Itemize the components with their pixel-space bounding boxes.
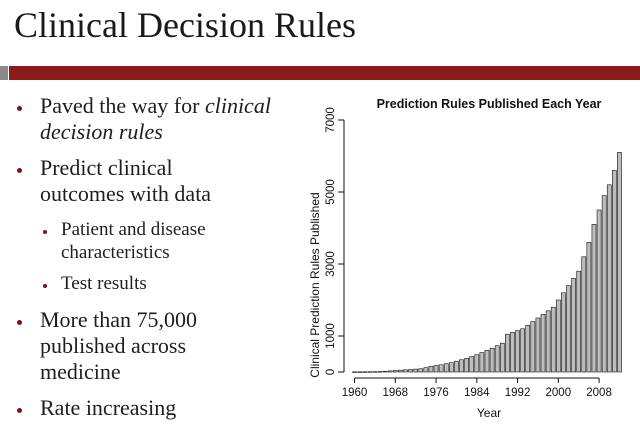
bar-1968 — [392, 370, 398, 373]
x-tick-label: 1976 — [423, 387, 449, 399]
bar-2011 — [612, 170, 617, 373]
bar-1966 — [382, 370, 388, 373]
bar-1962 — [362, 371, 368, 373]
bar-2001 — [561, 292, 566, 373]
x-tick-label: 1984 — [464, 387, 490, 399]
bar-1987 — [489, 347, 495, 373]
chart-container: Prediction Rules Published Each Year Cli… — [300, 88, 640, 425]
bullet-1-emphasis: clinical — [204, 93, 271, 118]
sub-bullet-marker — [43, 284, 47, 288]
bar-1992 — [515, 330, 520, 373]
bar-1960 — [352, 371, 357, 373]
bullet-3-line-2: published across — [40, 333, 187, 358]
bullet-3-line-3: medicine — [40, 359, 121, 384]
bar-1990 — [505, 333, 510, 373]
title-band-gray — [0, 66, 8, 80]
bar-2006 — [586, 242, 592, 373]
bullet-marker — [17, 408, 22, 413]
bar-2003 — [571, 278, 576, 373]
bar-chart: Prediction Rules Published Each Year Cli… — [308, 97, 622, 420]
x-tick-label: 1960 — [342, 387, 368, 399]
bar-1976 — [433, 365, 439, 373]
bar-2005 — [581, 256, 587, 373]
bullet-4: Rate increasing — [40, 395, 177, 420]
title-band — [9, 66, 640, 80]
bullet-3-line-1: More than 75,000 — [40, 307, 198, 332]
bar-1974 — [423, 367, 429, 373]
bar-1983 — [469, 356, 475, 373]
bar-2000 — [555, 299, 561, 373]
bar-2010 — [606, 184, 612, 373]
sub-bullet-1-line-1: Patient and disease — [61, 219, 206, 240]
x-axis-label: Year — [477, 406, 501, 420]
bar-1963 — [367, 371, 373, 373]
bar-1998 — [545, 310, 551, 373]
bullet-1-line-2: decision rules — [40, 119, 163, 144]
chart-title: Prediction Rules Published Each Year — [377, 97, 602, 111]
sub-bullet-marker — [43, 230, 47, 234]
x-tick-label: 1968 — [383, 387, 409, 399]
y-tick-label: 7000 — [325, 107, 337, 133]
bullet-marker — [17, 168, 22, 173]
slide-title: Clinical Decision Rules — [14, 5, 356, 45]
bar-2004 — [576, 270, 582, 373]
x-tick-label: 2008 — [586, 387, 612, 399]
bar-1965 — [377, 371, 383, 373]
y-tick-label: 3000 — [325, 251, 337, 277]
bar-1975 — [428, 365, 434, 373]
bar-1996 — [535, 317, 541, 373]
bar-2009 — [601, 195, 607, 373]
bullet-2-line-1: Predict clinical — [40, 155, 173, 180]
bar-1977 — [438, 364, 444, 373]
y-axis-label: Clinical Prediction Rules Published — [308, 192, 322, 377]
bar-2007 — [591, 224, 597, 373]
bar-1988 — [494, 345, 500, 373]
sub-bullet-2: Test results — [61, 273, 147, 294]
bar-1981 — [459, 359, 464, 373]
bar-1984 — [474, 354, 480, 373]
bar-2002 — [566, 285, 571, 373]
y-tick-label: 1000 — [325, 323, 337, 349]
bullet-marker — [17, 320, 22, 325]
bar-1993 — [520, 328, 525, 373]
x-tick-label: 1992 — [505, 387, 531, 399]
bar-1989 — [499, 342, 505, 373]
bar-1986 — [484, 350, 490, 373]
y-tick-label: 0 — [325, 369, 337, 375]
bullet-2-line-2: outcomes with data — [40, 181, 212, 206]
bar-1978 — [443, 363, 449, 373]
bar-1982 — [464, 358, 469, 373]
x-tick-label: 2000 — [546, 387, 572, 399]
bar-1980 — [454, 360, 459, 373]
bar-1964 — [372, 371, 378, 373]
bullet-1-line-1: Paved the way for clinical — [40, 93, 271, 118]
bar-1997 — [540, 314, 546, 373]
bullet-marker — [17, 106, 22, 111]
bar-1991 — [510, 332, 515, 373]
bar-2008 — [596, 209, 602, 373]
bar-1971 — [408, 369, 413, 373]
bar-1979 — [449, 362, 454, 373]
bar-1973 — [418, 368, 424, 373]
bar-group — [352, 152, 622, 373]
bar-1994 — [525, 324, 531, 373]
bar-1995 — [530, 321, 536, 373]
bar-1972 — [413, 368, 419, 373]
bar-1969 — [398, 369, 403, 373]
sub-bullet-1-line-2: characteristics — [61, 242, 170, 263]
bar-1970 — [403, 369, 408, 373]
bar-1961 — [357, 371, 362, 373]
axes: 0 1000 3000 5000 7000 1960 1968 1976 1984 1992 200… — [325, 107, 612, 399]
y-tick-label: 5000 — [325, 179, 337, 205]
bar-1967 — [387, 370, 393, 373]
bar-2012 — [617, 152, 622, 373]
bar-1985 — [479, 352, 485, 373]
bar-1999 — [550, 306, 556, 373]
